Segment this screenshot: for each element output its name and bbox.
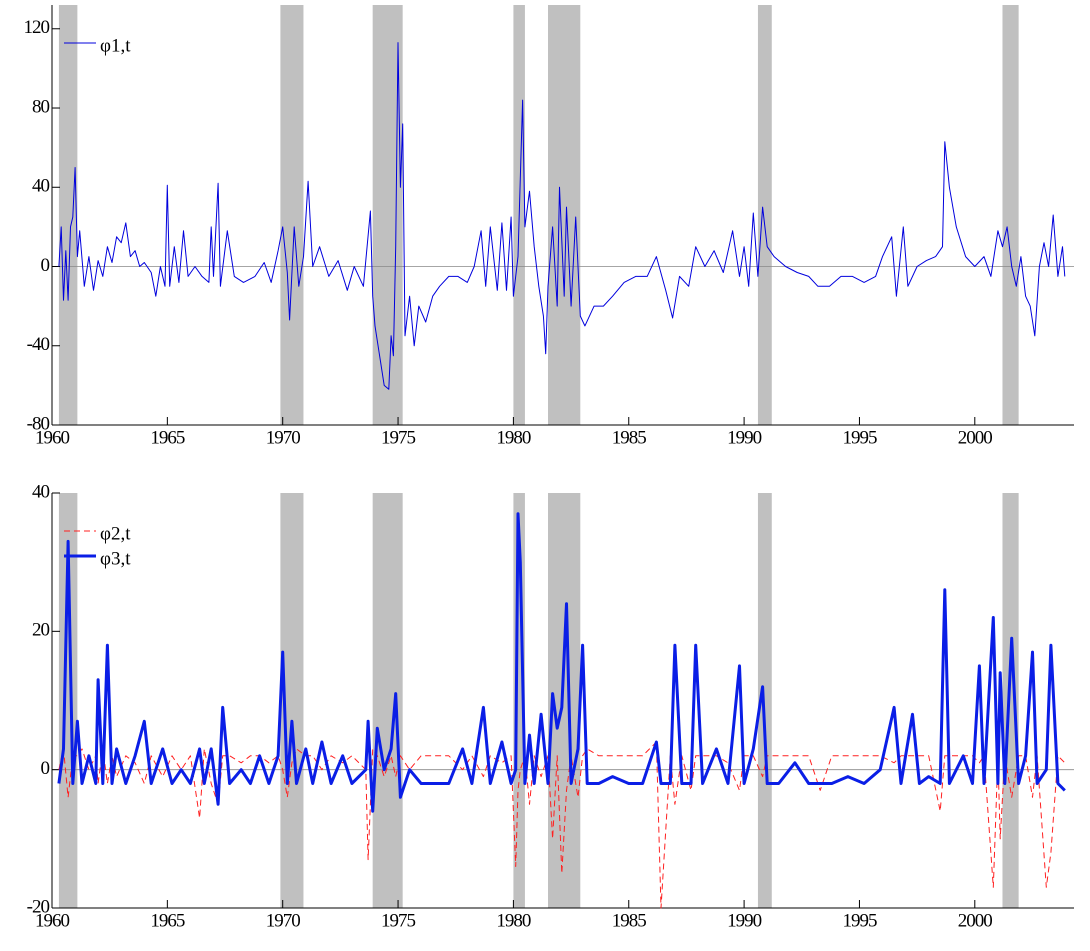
x-tick-label: 1975 (381, 910, 416, 931)
x-tick-label: 1960 (35, 427, 70, 448)
series-line (58, 741, 1066, 909)
x-tick-label: 1980 (496, 427, 531, 448)
recession-band (757, 5, 772, 425)
recession-band (548, 5, 581, 425)
x-tick-label: 1970 (266, 427, 301, 448)
legend-label: φ2,t (100, 523, 131, 544)
series-line (57, 512, 1066, 813)
y-tick-label: 40 (32, 481, 50, 502)
y-tick-label: 40 (32, 176, 50, 197)
recession-band (372, 493, 403, 908)
recession-band (280, 5, 304, 425)
x-tick-label: 2000 (958, 427, 993, 448)
series-line (58, 42, 1066, 390)
y-tick-label: 0 (41, 758, 50, 779)
x-tick-label: 1980 (496, 910, 531, 931)
x-tick-label: 1960 (35, 910, 70, 931)
recession-band (1002, 5, 1019, 425)
x-tick-label: 1970 (266, 910, 301, 931)
legend-label: φ3,t (100, 548, 131, 569)
recession-band (280, 493, 304, 908)
recession-band (58, 493, 78, 908)
x-tick-label: 1975 (381, 427, 416, 448)
recession-band (757, 493, 772, 908)
x-tick-label: 1965 (150, 427, 185, 448)
y-tick-label: 120 (24, 17, 50, 38)
x-tick-label: 1965 (150, 910, 185, 931)
x-tick-label: 1990 (727, 910, 762, 931)
x-tick-label: 1995 (842, 910, 877, 931)
x-tick-label: 2000 (958, 910, 993, 931)
recession-band (513, 493, 525, 908)
legend-label: φ1,t (100, 35, 131, 56)
recession-band (1002, 493, 1019, 908)
recession-band (58, 5, 78, 425)
y-tick-label: -80 (27, 413, 50, 434)
x-tick-label: 1985 (612, 910, 647, 931)
x-tick-label: 1995 (842, 427, 877, 448)
y-tick-label: 0 (41, 255, 50, 276)
y-tick-label: -40 (27, 334, 50, 355)
y-tick-label: -20 (27, 896, 50, 917)
y-tick-label: 20 (32, 620, 50, 641)
y-tick-label: 80 (32, 96, 50, 117)
x-tick-label: 1990 (727, 427, 762, 448)
x-tick-label: 1985 (612, 427, 647, 448)
